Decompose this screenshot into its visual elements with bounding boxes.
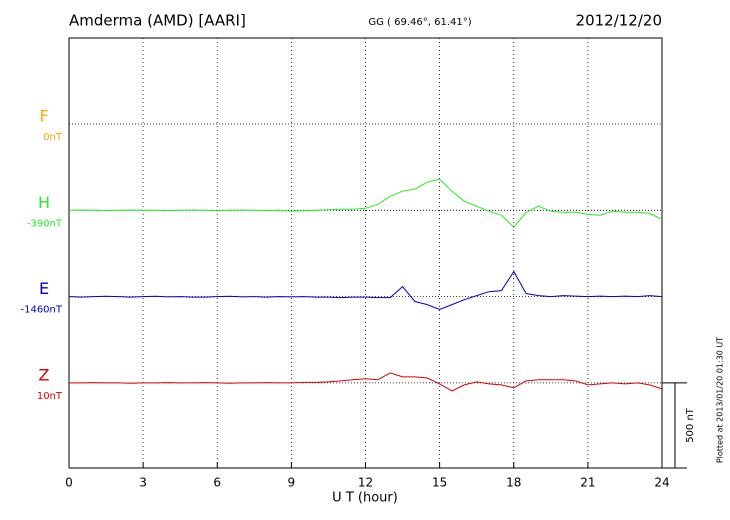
date: 2012/12/20 <box>576 12 662 30</box>
series-offset: -1460nT <box>20 305 62 316</box>
series-offset: -390nT <box>27 218 63 229</box>
x-tick-label: 0 <box>65 476 73 490</box>
series-line <box>68 270 663 311</box>
x-tick-label: 21 <box>580 476 595 490</box>
x-tick-label: 12 <box>358 476 373 490</box>
series-name: Z <box>39 365 50 384</box>
x-tick-label: 6 <box>213 476 221 490</box>
x-tick-label: 18 <box>506 476 521 490</box>
x-tick-label: 9 <box>288 476 296 490</box>
series-offset: 0nT <box>43 132 63 143</box>
subtitle: GG ( 69.46°, 61.41°) <box>368 17 471 28</box>
x-tick-label: 3 <box>139 476 147 490</box>
x-tick-label: 24 <box>654 476 669 490</box>
scale-bar-label: 500 nT <box>685 407 696 443</box>
series-offset: 10nT <box>37 391 63 402</box>
series-line <box>69 372 663 392</box>
series-line <box>68 178 663 229</box>
plot-note: Plotted at 2013/01/20 01:30 UT <box>716 337 725 463</box>
x-axis-label: U T (hour) <box>332 491 398 506</box>
series-name: H <box>38 193 50 212</box>
chart-title: Amderma (AMD) [AARI] <box>69 12 246 30</box>
series-name: E <box>39 279 49 298</box>
x-tick-label: 15 <box>432 476 447 490</box>
series-name: F <box>39 107 48 126</box>
